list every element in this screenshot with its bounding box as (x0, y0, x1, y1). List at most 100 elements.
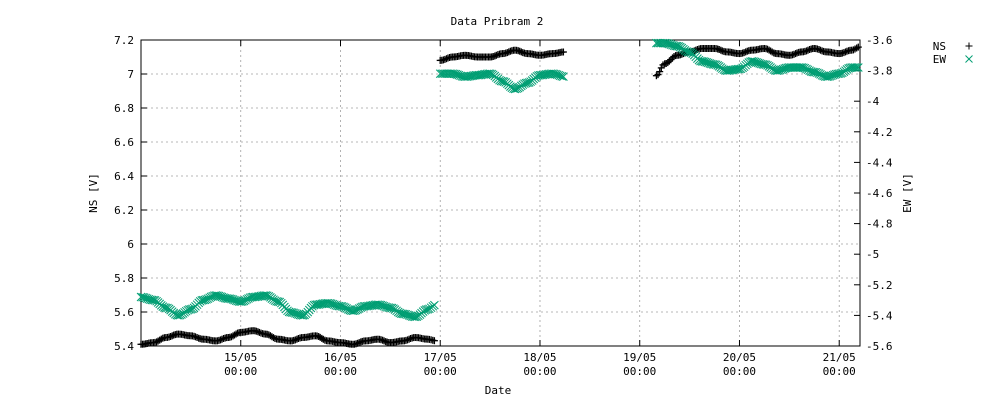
ns-point (517, 48, 525, 56)
y2-tick-label: -5.2 (866, 279, 893, 292)
ns-point (840, 49, 848, 57)
y2-tick-label: -4 (866, 95, 880, 108)
ew-point (750, 57, 760, 67)
ns-point (492, 51, 500, 59)
ew-point (752, 58, 761, 67)
y2-axis-label: EW [V] (901, 173, 914, 213)
ew-point (228, 295, 238, 304)
y-tick-label: 6.2 (114, 204, 134, 217)
ns-point (232, 330, 240, 338)
x-tick-label-day: 15/05 (224, 351, 257, 364)
ns-point (665, 57, 673, 65)
ew-point (297, 310, 306, 320)
ew-point (451, 69, 461, 79)
ew-point (325, 298, 334, 308)
ew-point (186, 304, 196, 314)
ew-point (376, 300, 386, 310)
y2-tick-label: -3.6 (866, 34, 893, 47)
ew-point (453, 70, 462, 79)
ew-point (149, 295, 158, 305)
ew-point (805, 66, 814, 76)
y-tick-label: 7 (127, 68, 134, 81)
y-axis-label: NS [V] (87, 173, 100, 213)
ew-point (160, 303, 169, 312)
ew-point (442, 69, 451, 79)
ew-point (774, 66, 783, 75)
ns-point (854, 43, 862, 51)
y2-tick-label: -4.6 (866, 187, 893, 200)
y-tick-label: 5.4 (114, 340, 134, 353)
ew-point (788, 63, 797, 72)
ew-point (797, 63, 807, 72)
ns-point (380, 337, 388, 345)
ns-point (443, 55, 450, 63)
ew-point (702, 58, 712, 67)
ew-point (237, 297, 247, 306)
ns-point (792, 50, 800, 58)
ew-point (198, 295, 208, 305)
y-tick-label: 7.2 (114, 34, 134, 47)
ew-point (823, 72, 833, 81)
ew-point (853, 63, 863, 72)
ew-point (225, 294, 235, 304)
ew-point (337, 302, 347, 311)
ew-point (799, 63, 808, 73)
y-tick-label: 6.8 (114, 102, 134, 115)
ns-point (218, 335, 226, 343)
y-tick-label: 6 (127, 238, 134, 251)
ns-point (664, 59, 672, 67)
ew-point (753, 58, 763, 68)
ew-point (403, 310, 412, 320)
ns-point (254, 328, 262, 336)
ns-point (168, 332, 176, 340)
ns-point (804, 46, 812, 54)
ew-point (735, 64, 744, 74)
x-tick-label-time: 00:00 (723, 365, 756, 378)
ew-point (400, 309, 409, 319)
ns-point (559, 48, 567, 56)
ns-point (192, 333, 199, 341)
ew-point (439, 69, 448, 79)
legend: NS EW (933, 40, 973, 66)
grid (141, 40, 860, 346)
ew-point (809, 67, 819, 77)
ns-point (652, 72, 660, 80)
ns-point (255, 328, 263, 336)
legend-ns-label: NS (933, 40, 946, 53)
ew-point (410, 312, 420, 322)
ns-point (291, 336, 299, 344)
y2-tick-label: -4.8 (866, 218, 893, 231)
ew-point (350, 306, 359, 315)
ns-point (715, 46, 723, 53)
ew-point (184, 305, 194, 314)
ew-point (498, 76, 507, 86)
ew-point (827, 71, 836, 81)
ew-point (287, 308, 297, 317)
ns-point (405, 335, 413, 343)
tick-labels: 5.4 5.6 5.8 6 6.2 6.4 6.6 6.8 7 7.2 -5.6 -5.4 -5.2 -5… (114, 34, 893, 378)
ns-point (270, 334, 277, 342)
x-tick-label-time: 00:00 (224, 365, 257, 378)
ns-point (354, 339, 362, 347)
ew-point (557, 71, 567, 81)
x-tick-label-day: 21/05 (823, 351, 856, 364)
ew-series (136, 38, 863, 322)
ns-point (505, 48, 513, 56)
ew-point (227, 294, 236, 304)
y-tick-label: 5.6 (114, 306, 134, 319)
x-tick-label-day: 18/05 (523, 351, 556, 364)
ew-point (141, 293, 151, 303)
ns-point (167, 333, 175, 340)
ns-point (740, 49, 748, 57)
y2-tick-label: -4.4 (866, 156, 893, 169)
x-tick-label-day: 20/05 (723, 351, 756, 364)
ns-point (319, 335, 327, 343)
ns-point (853, 44, 861, 52)
ns-point (670, 53, 678, 60)
ew-point (523, 78, 532, 88)
ew-point (664, 39, 674, 49)
y2-tick-label: -5.6 (866, 340, 893, 353)
y-tick-label: 6.6 (114, 136, 134, 149)
ew-point (378, 301, 387, 310)
ew-point (672, 41, 682, 51)
